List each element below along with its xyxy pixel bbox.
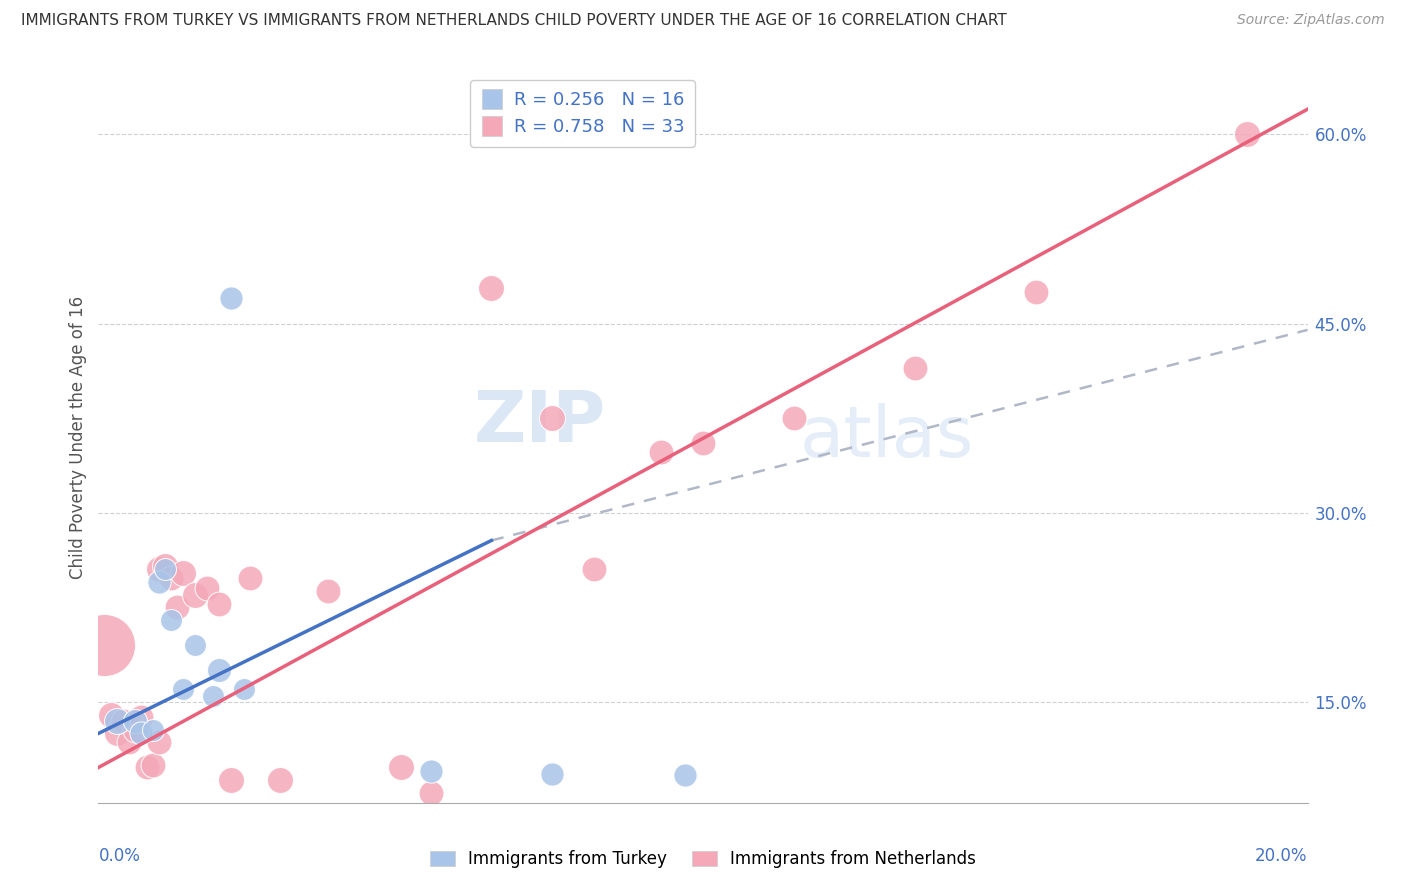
Text: ZIP: ZIP <box>474 388 606 457</box>
Point <box>232 682 254 697</box>
Text: atlas: atlas <box>800 402 974 472</box>
Point <box>783 411 806 425</box>
Point <box>221 291 243 305</box>
Point <box>202 689 225 703</box>
Point <box>166 600 188 615</box>
Point <box>153 558 176 573</box>
Point <box>111 714 134 728</box>
Point <box>172 566 194 581</box>
Point <box>148 575 170 590</box>
Point <box>195 582 218 596</box>
Point <box>239 571 262 585</box>
Point <box>135 760 157 774</box>
Point <box>583 562 606 576</box>
Point <box>124 714 146 728</box>
Point <box>481 281 503 295</box>
Point <box>904 360 927 375</box>
Point <box>153 562 176 576</box>
Point <box>105 714 128 728</box>
Point <box>184 638 207 652</box>
Point <box>650 445 672 459</box>
Point <box>208 597 231 611</box>
Point <box>1024 285 1046 299</box>
Point <box>129 710 152 724</box>
Point <box>184 588 207 602</box>
Text: Source: ZipAtlas.com: Source: ZipAtlas.com <box>1237 13 1385 28</box>
Point <box>142 723 165 737</box>
Point <box>692 436 714 450</box>
Text: 0.0%: 0.0% <box>98 847 141 864</box>
Point <box>129 726 152 740</box>
Point <box>316 583 339 598</box>
Point <box>172 682 194 697</box>
Y-axis label: Child Poverty Under the Age of 16: Child Poverty Under the Age of 16 <box>69 295 87 579</box>
Point <box>269 773 291 788</box>
Point <box>93 638 115 652</box>
Point <box>389 760 412 774</box>
Point <box>160 571 183 585</box>
Point <box>540 766 562 780</box>
Point <box>124 723 146 737</box>
Legend: R = 0.256   N = 16, R = 0.758   N = 33: R = 0.256 N = 16, R = 0.758 N = 33 <box>470 80 695 147</box>
Point <box>100 707 122 722</box>
Point <box>118 735 141 749</box>
Point <box>540 411 562 425</box>
Point <box>221 773 243 788</box>
Point <box>148 562 170 576</box>
Point <box>673 768 696 782</box>
Point <box>1236 128 1258 142</box>
Point <box>160 613 183 627</box>
Point <box>208 664 231 678</box>
Legend: Immigrants from Turkey, Immigrants from Netherlands: Immigrants from Turkey, Immigrants from … <box>423 844 983 875</box>
Point <box>142 758 165 772</box>
Point <box>148 735 170 749</box>
Text: 20.0%: 20.0% <box>1256 847 1308 864</box>
Point <box>420 764 443 779</box>
Point <box>105 726 128 740</box>
Point <box>420 786 443 800</box>
Text: IMMIGRANTS FROM TURKEY VS IMMIGRANTS FROM NETHERLANDS CHILD POVERTY UNDER THE AG: IMMIGRANTS FROM TURKEY VS IMMIGRANTS FRO… <box>21 13 1007 29</box>
